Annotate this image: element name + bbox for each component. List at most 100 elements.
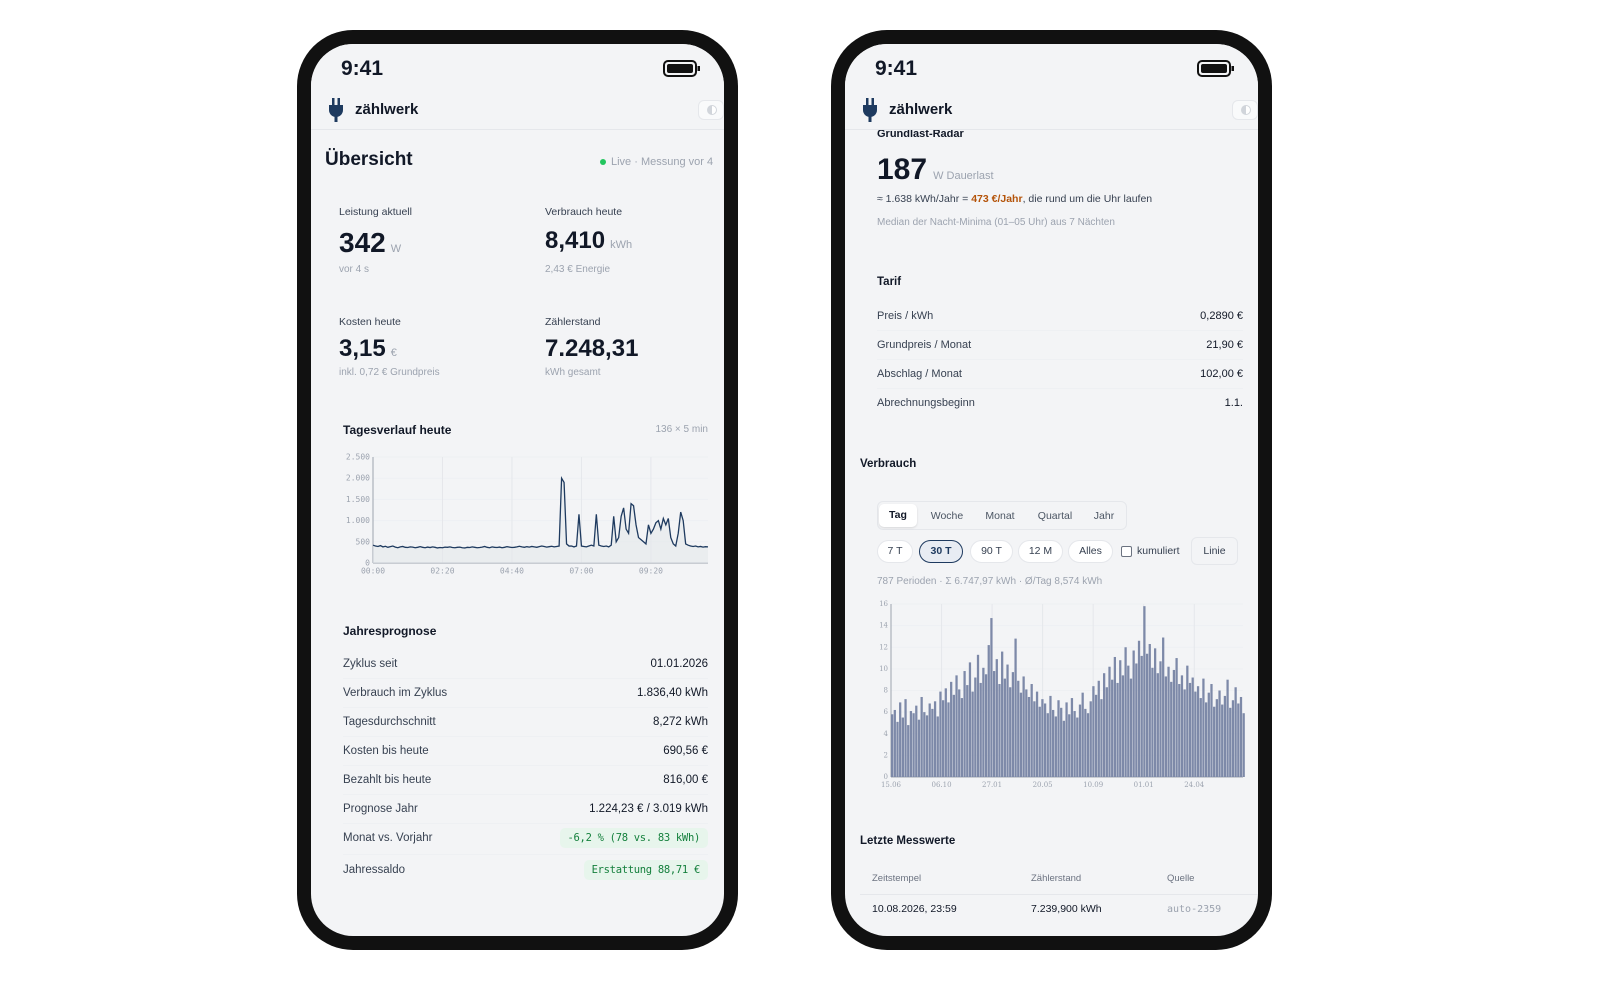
chart: 0 500 1.000 1.500 2.000 2.500 00:00 02:20 04:40 0…: [346, 453, 709, 576]
bar: [1001, 651, 1004, 777]
range-pill[interactable]: Alles: [1068, 540, 1113, 563]
row-label: Abrechnungsbeginn: [877, 397, 975, 409]
range-pill[interactable]: 90 T: [970, 540, 1013, 563]
section-title: Jahresprognose: [343, 624, 437, 638]
bar: [1210, 684, 1213, 777]
bar: [1017, 680, 1020, 777]
bar: [1151, 667, 1154, 777]
card-label: Kosten heute: [339, 315, 401, 328]
row-value: 1.224,23 € / 3.019 kWh: [589, 803, 708, 815]
checkbox[interactable]: [1121, 546, 1132, 557]
row-label: Prognose Jahr: [343, 802, 418, 815]
bar: [976, 654, 980, 777]
live-status: Live · Messung vor 4: [611, 156, 714, 168]
bar: [1070, 698, 1074, 777]
card-value-row: 7.248,31: [545, 334, 638, 367]
x-tick-label: 04:40: [500, 567, 524, 576]
bar: [1076, 717, 1079, 777]
y-tick-label: 2: [884, 751, 888, 759]
badge: Erstattung 88,71 €: [583, 860, 708, 880]
bar: [933, 701, 937, 777]
app-header: 9:41 zählwerk: [845, 44, 1258, 130]
bar: [1038, 706, 1041, 777]
bar: [1084, 708, 1087, 777]
mode-button[interactable]: Linie: [1191, 537, 1238, 565]
row-value: 1.1.: [1224, 397, 1243, 409]
bar: [1057, 700, 1060, 777]
row-label: Jahressaldo: [343, 863, 406, 876]
bar: [1218, 690, 1221, 777]
bar: [998, 684, 1001, 777]
bar: [1073, 711, 1076, 777]
bar: [1178, 684, 1181, 777]
tab-group: Tag Woche Monat Quartal Jahr: [877, 501, 1127, 530]
bar: [1113, 656, 1117, 777]
radar-value: 187: [877, 153, 928, 186]
bar: [1054, 716, 1057, 777]
card-label: Zählerstand: [545, 315, 601, 328]
chart-subtitle: 136 × 5 min: [655, 424, 708, 435]
bar: [1145, 653, 1149, 777]
bar: [944, 688, 947, 777]
bar: [1094, 694, 1098, 777]
bar: [952, 694, 955, 777]
status-time: 9:41: [875, 57, 918, 80]
bar: [896, 721, 899, 777]
tab[interactable]: Woche: [930, 510, 964, 522]
x-tick-label: 06.10: [932, 781, 952, 789]
bar: [912, 713, 915, 777]
x-tick-label: 15.06: [881, 781, 902, 789]
row-divider: [343, 765, 708, 766]
bar: [1019, 692, 1023, 777]
range-pill[interactable]: 30 T: [919, 540, 963, 563]
phone-frame: 9:41 zählwerk Grundlast-Radar 187 W Dauerl…: [831, 30, 1272, 950]
radar-unit: W Dauerlast: [933, 170, 994, 182]
bar: [979, 682, 982, 777]
bar: [1143, 606, 1146, 777]
bar: [1223, 695, 1227, 777]
radar-line: ≈ 1.638 kWh/Jahr = 473 €/Jahr, die rund …: [877, 191, 1152, 207]
x-tick-label: 07:00: [569, 567, 593, 576]
bar: [1194, 691, 1197, 777]
bar: [1033, 701, 1036, 777]
screen: 9:41 zählwerk Übersicht Live · Messung vo…: [311, 44, 724, 936]
bar: [1204, 702, 1208, 777]
radar-value-row: 187 W Dauerlast: [877, 152, 994, 194]
theme-toggle[interactable]: [1232, 100, 1258, 120]
tab[interactable]: Tag: [879, 504, 917, 527]
bar: [904, 699, 907, 777]
bar: [907, 725, 910, 777]
table-cell: auto-2359: [1167, 903, 1222, 915]
bar: [974, 677, 977, 777]
tab[interactable]: Quartal: [1037, 510, 1073, 522]
card: Verbrauch heute 8,410 kWh 2,43 € Energie: [531, 193, 724, 290]
plug-icon: [863, 98, 877, 122]
card: Zeitstempel Zählerstand Quelle 10.08.2026, …: [860, 861, 1258, 936]
row-label: Verbrauch im Zyklus: [343, 686, 448, 699]
card-sub: inkl. 0,72 € Grundpreis: [339, 367, 440, 378]
x-tick-label: 09:20: [639, 567, 663, 576]
bar: [1097, 680, 1100, 777]
row-label: Kosten bis heute: [343, 744, 429, 757]
page-title: Übersicht: [325, 149, 413, 170]
bar: [1025, 689, 1028, 777]
bar: [958, 689, 961, 777]
y-tick-label: 10: [879, 665, 888, 673]
row-divider: [343, 854, 708, 855]
range-pill[interactable]: 7 T: [877, 540, 913, 563]
bar: [909, 711, 913, 777]
theme-toggle[interactable]: [698, 100, 724, 120]
bar: [1105, 687, 1108, 777]
bar: [1162, 637, 1165, 777]
bar: [1229, 707, 1232, 777]
battery-icon: [663, 60, 700, 77]
card: Zählerstand 7.248,31 kWh gesamt: [531, 303, 724, 393]
y-tick-label: 2.500: [346, 453, 370, 462]
table-header: Quelle: [1167, 872, 1195, 884]
tab[interactable]: Monat: [985, 510, 1015, 522]
card-unit: kWh: [610, 239, 633, 251]
tab[interactable]: Jahr: [1093, 510, 1115, 522]
card-sub: vor 4 s: [339, 264, 370, 275]
range-pill[interactable]: 12 M: [1018, 540, 1063, 563]
